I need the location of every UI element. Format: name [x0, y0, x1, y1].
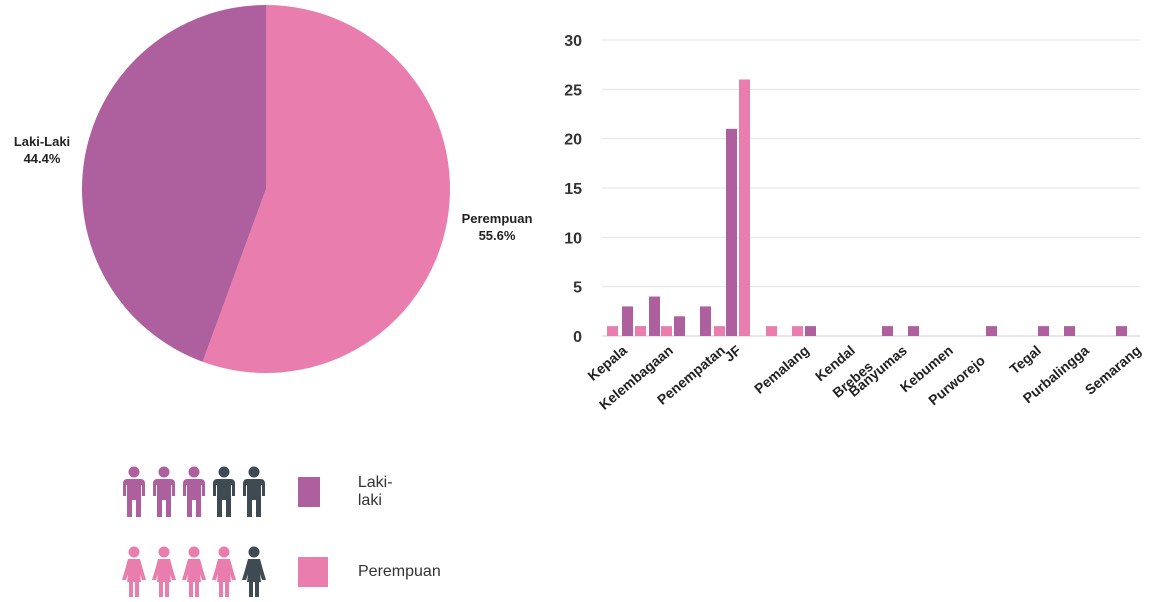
pie-slice-laki-laki: [81, 5, 266, 362]
pie-value-label-perempuan: 55.6%: [479, 228, 516, 243]
y-tick-label: 10: [564, 230, 582, 247]
bar-laki-purbalingga: [1064, 326, 1075, 336]
bar-laki-kepala: [622, 306, 633, 336]
bar-perempuan-pemalang: [792, 326, 803, 336]
bar-perempuan-jf: [739, 79, 750, 336]
bar-laki-banyumas: [882, 326, 893, 336]
x-tick-label: Tegal: [1006, 342, 1044, 377]
people-icons-perempuan: [120, 546, 268, 598]
y-tick-label: 30: [564, 33, 582, 50]
bar-laki-kebumen: [908, 326, 919, 336]
bar-perempuan-kepala: [607, 326, 618, 336]
person-male-icon: [153, 466, 175, 517]
bar-laki-pemalang: [805, 326, 816, 336]
people-icons-laki: [120, 466, 268, 518]
legend-row-perempuan: Perempuan: [120, 546, 441, 598]
x-tick-label: Pemalang: [751, 342, 812, 397]
person-female-icon: [212, 546, 236, 597]
bar-laki-jf: [726, 128, 737, 336]
y-tick-label: 15: [564, 181, 582, 198]
bar-laki-tegal: [1038, 326, 1049, 336]
bar-laki-penempatan: [700, 306, 711, 336]
legend-label-laki: Laki-laki: [357, 474, 393, 509]
legend-swatch-perempuan: [298, 557, 328, 587]
pie-label-perempuan: Perempuan: [462, 211, 533, 226]
x-tick-label: JF: [721, 342, 744, 365]
person-female-icon: [152, 546, 176, 597]
person-female-icon: [122, 546, 146, 597]
person-male-icon: [213, 466, 235, 517]
y-tick-label: 20: [564, 132, 582, 149]
bar-extra-perempuan-2: [661, 326, 672, 336]
bar-laki-kelembagaan: [649, 296, 660, 336]
gender-pie-chart: Laki-Laki 44.4% Perempuan 55.6%: [14, 5, 533, 373]
bar-perempuan-penempatan: [714, 326, 725, 336]
bar-laki-purworejo: [986, 326, 997, 336]
person-female-icon: [182, 546, 206, 597]
legend-swatch-laki: [298, 477, 320, 507]
person-female-icon: [242, 546, 266, 597]
legend-row-laki: Laki-laki: [120, 466, 401, 518]
person-male-icon: [123, 466, 145, 517]
bar-extra-laki: [674, 316, 685, 336]
pie-slice-perempuan: [202, 5, 450, 373]
person-male-icon: [243, 466, 265, 517]
x-tick-label: Semarang: [1082, 342, 1144, 398]
bar-laki-semarang: [1116, 326, 1127, 336]
bar-chart: 051015202530KepalaKelembagaanPenempatanJ…: [564, 33, 1144, 413]
pie-label-laki-laki: Laki-Laki: [14, 134, 70, 149]
bar-extra-perempuan-3: [766, 326, 777, 336]
person-male-icon: [183, 466, 205, 517]
y-tick-label: 25: [564, 82, 582, 99]
pie-value-label-laki-laki: 44.4%: [24, 151, 61, 166]
y-tick-label: 5: [573, 280, 582, 297]
bar-extra-perempuan: [635, 326, 646, 336]
y-tick-label: 0: [573, 329, 582, 346]
legend-label-perempuan: Perempuan: [358, 563, 441, 580]
